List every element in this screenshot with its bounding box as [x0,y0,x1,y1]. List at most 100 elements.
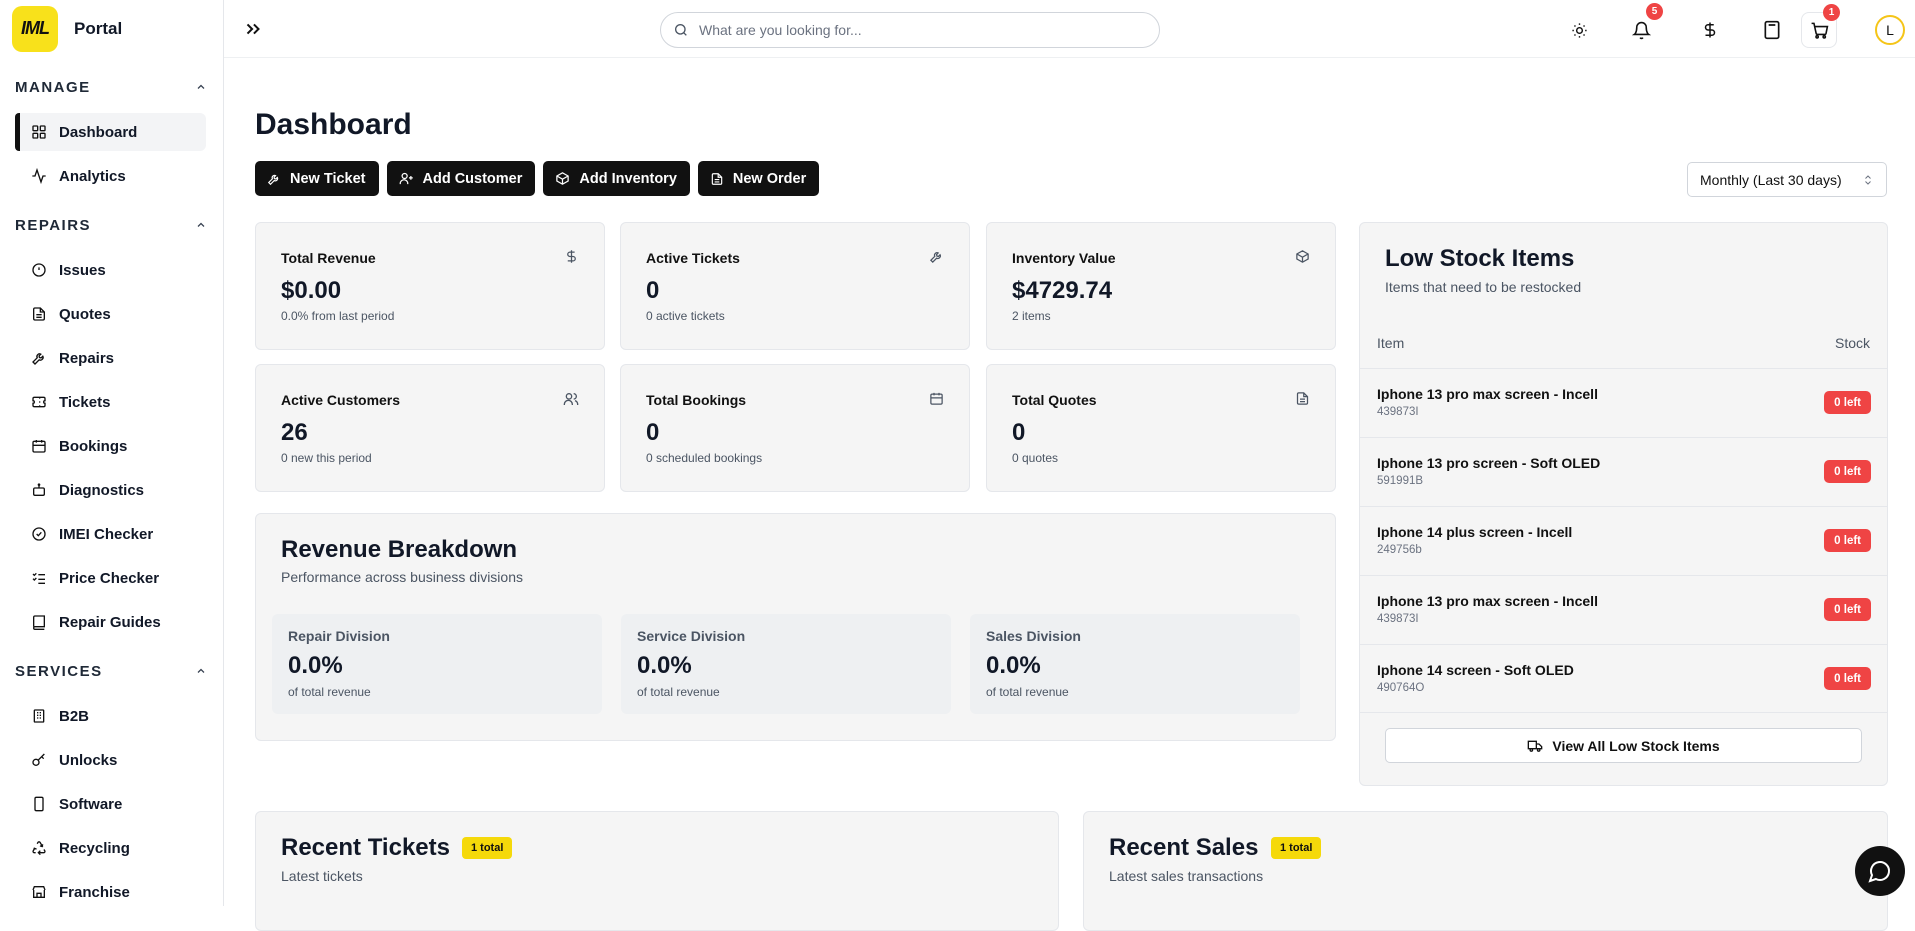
recent-sales-title: Recent Sales [1109,834,1258,862]
item-name: Iphone 14 screen - Soft OLED [1377,662,1574,678]
chevrons-up-down-icon [1862,174,1874,186]
button-label: Add Customer [423,171,523,187]
alert-circle-icon [31,262,47,278]
wrench-icon [267,172,281,186]
division-name: Repair Division [288,628,390,644]
division-value: 0.0% [288,652,343,680]
stat-card-active-tickets: Active Tickets 0 0 active tickets [620,222,970,350]
sidebar-item-analytics[interactable]: Analytics [15,157,206,195]
stock-badge: 0 left [1824,529,1871,552]
division-card-service: Service Division 0.0% of total revenue [621,614,951,714]
add-customer-button[interactable]: Add Customer [387,161,536,196]
sidebar-item-imei-checker[interactable]: IMEI Checker [15,515,206,553]
stat-sub: 2 items [1012,309,1051,323]
notifications-badge: 5 [1646,3,1663,20]
column-header-item: Item [1377,335,1404,360]
table-row[interactable]: Iphone 13 pro screen - Soft OLED 591991B… [1360,437,1887,506]
sidebar-item-price-checker[interactable]: Price Checker [15,559,206,597]
new-order-button[interactable]: New Order [698,161,819,196]
period-select[interactable]: Monthly (Last 30 days) [1687,162,1887,197]
calculator-button[interactable] [1754,12,1790,48]
sidebar-item-recycling[interactable]: Recycling [15,829,206,867]
button-label: View All Low Stock Items [1552,738,1719,754]
division-name: Sales Division [986,628,1081,644]
chevrons-right-icon [242,18,264,40]
sidebar-item-quotes[interactable]: Quotes [15,295,206,333]
table-row[interactable]: Iphone 13 pro max screen - Incell 439873… [1360,575,1887,644]
expand-sidebar-button[interactable] [242,18,264,40]
table-row[interactable]: Iphone 14 plus screen - Incell 249756b 0… [1360,506,1887,575]
item-sku: 439873I [1377,406,1419,418]
calculator-icon [1762,20,1782,40]
grid-icon [31,124,47,140]
building-icon [31,708,47,724]
sidebar-item-unlocks[interactable]: Unlocks [15,741,206,779]
book-icon [31,614,47,630]
user-avatar[interactable]: L [1875,15,1905,45]
stat-value: 0 [1012,419,1025,447]
division-sub: of total revenue [637,685,720,699]
currency-button[interactable] [1692,12,1728,48]
cart-button[interactable]: 1 [1801,12,1837,48]
new-ticket-button[interactable]: New Ticket [255,161,379,196]
section-manage-header[interactable]: MANAGE [0,73,223,101]
recent-sales-subtitle: Latest sales transactions [1109,868,1263,884]
list-checks-icon [31,570,47,586]
sidebar-item-bookings[interactable]: Bookings [15,427,206,465]
view-all-low-stock-button[interactable]: View All Low Stock Items [1385,728,1862,763]
sidebar-item-diagnostics[interactable]: Diagnostics [15,471,206,509]
sidebar-item-repair-guides[interactable]: Repair Guides [15,603,206,641]
sidebar-item-label: Bookings [59,438,127,455]
file-text-icon [710,172,724,186]
low-stock-table-header: Item Stock [1360,335,1887,360]
theme-toggle-button[interactable] [1561,12,1597,48]
brand-name: Portal [74,19,122,39]
search-bar[interactable] [660,12,1160,48]
sidebar-item-repairs[interactable]: Repairs [15,339,206,377]
sidebar-item-label: B2B [59,708,89,725]
check-circle-icon [31,526,47,542]
sidebar-item-label: Price Checker [59,570,159,587]
notifications-button[interactable]: 5 [1623,12,1659,48]
smartphone-icon [31,796,47,812]
stat-value: 0 [646,419,659,447]
add-inventory-button[interactable]: Add Inventory [543,161,689,196]
sun-icon [1571,22,1588,39]
dollar-icon [1701,21,1719,39]
division-card-repair: Repair Division 0.0% of total revenue [272,614,602,714]
period-value: Monthly (Last 30 days) [1700,172,1842,188]
sidebar-item-franchise[interactable]: Franchise [15,873,206,911]
table-row[interactable]: Iphone 13 pro max screen - Incell 439873… [1360,368,1887,437]
chevron-up-icon [195,81,207,93]
division-value: 0.0% [986,652,1041,680]
division-sub: of total revenue [288,685,371,699]
stat-value: $0.00 [281,277,341,305]
search-input[interactable] [699,22,1119,38]
stat-value: 0 [646,277,659,305]
sidebar-item-b2b[interactable]: B2B [15,697,206,735]
section-services-header[interactable]: SERVICES [0,657,223,685]
item-name: Iphone 14 plus screen - Incell [1377,524,1572,540]
sidebar-item-dashboard[interactable]: Dashboard [15,113,206,151]
column-header-stock: Stock [1835,335,1870,360]
sidebar-item-tickets[interactable]: Tickets [15,383,206,421]
recent-tickets-badge: 1 total [462,837,512,859]
recent-tickets-title: Recent Tickets [281,834,450,862]
brand-logo: IML [12,6,58,52]
chat-button[interactable] [1855,846,1905,896]
stat-label: Total Revenue [281,250,376,266]
stock-badge: 0 left [1824,667,1871,690]
bell-icon [1632,21,1651,40]
brand[interactable]: IML Portal [0,0,223,57]
section-repairs-header[interactable]: REPAIRS [0,211,223,239]
sidebar-item-issues[interactable]: Issues [15,251,206,289]
division-value: 0.0% [637,652,692,680]
low-stock-subtitle: Items that need to be restocked [1385,279,1581,295]
table-row[interactable]: Iphone 14 screen - Soft OLED 490764O 0 l… [1360,644,1887,713]
item-name: Iphone 13 pro screen - Soft OLED [1377,455,1600,471]
quick-actions: New Ticket Add Customer Add Inventory Ne… [255,161,819,196]
search-icon [673,22,689,38]
revenue-breakdown-card: Revenue Breakdown Performance across bus… [255,513,1336,741]
stat-label: Inventory Value [1012,250,1115,266]
sidebar-item-software[interactable]: Software [15,785,206,823]
